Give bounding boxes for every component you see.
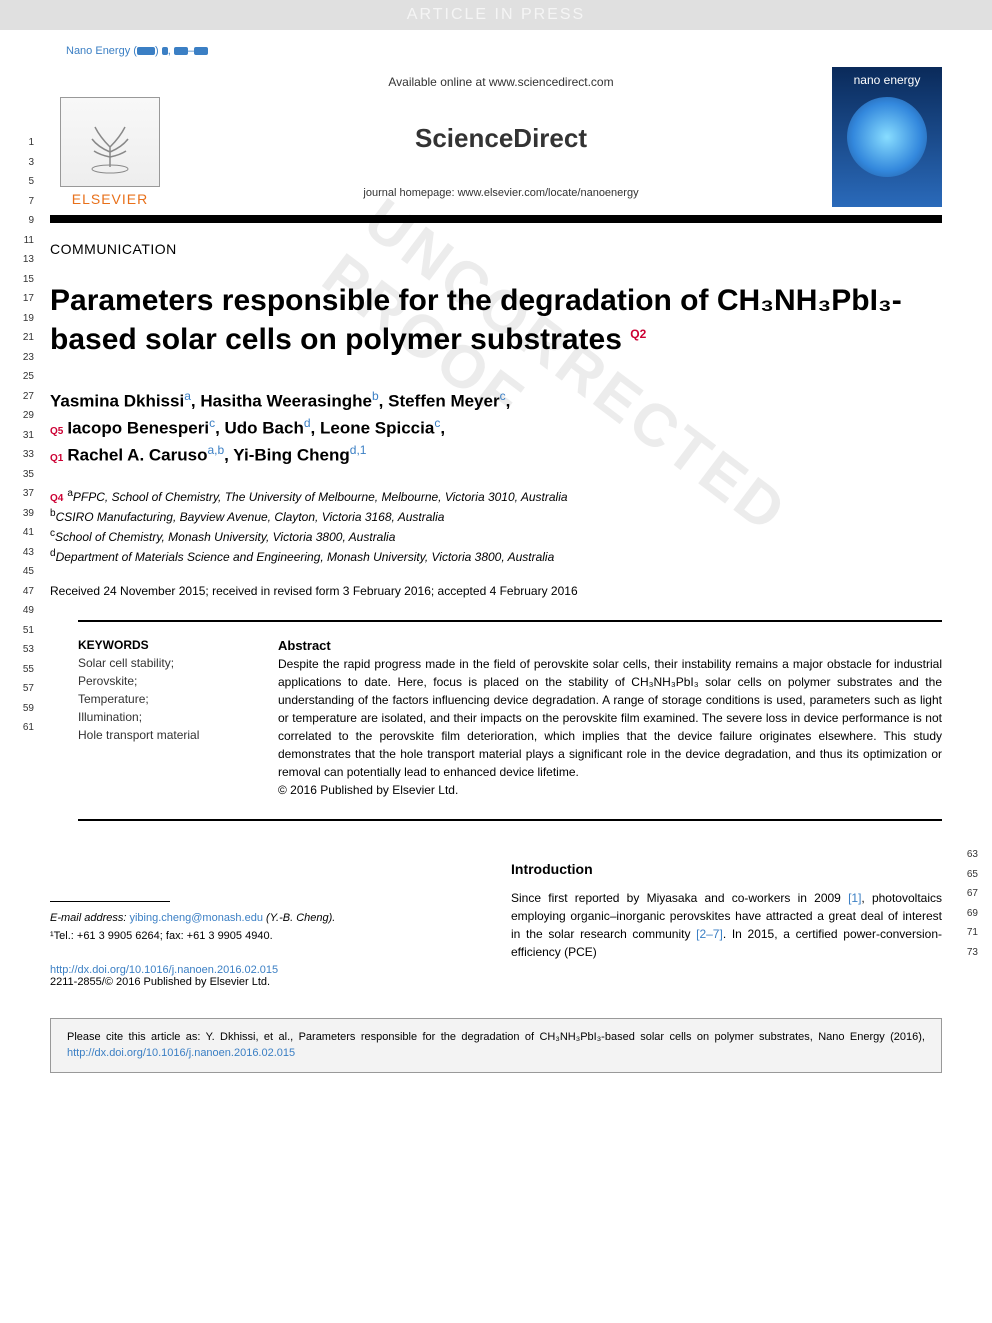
keywords-heading: KEYWORDS [78,638,238,652]
query-marker-q1: Q1 [50,453,63,464]
affil-marker: d [304,416,311,430]
author-name: , Steffen Meyer [379,392,500,411]
line-numbers-right: 636567697173 [958,845,978,962]
journal-homepage-text: journal homepage: www.elsevier.com/locat… [190,187,812,199]
author-name: Yasmina Dkhissi [50,392,184,411]
affil-marker: b [372,389,379,403]
please-cite-box: Please cite this article as: Y. Dkhissi,… [50,1018,942,1073]
affiliation-text: Department of Materials Science and Engi… [56,550,555,564]
article-in-press-banner: ARTICLE IN PRESS [0,0,992,30]
cite-box-text: Please cite this article as: Y. Dkhissi,… [67,1031,925,1043]
header-center: Available online at www.sciencedirect.co… [190,67,812,207]
query-marker-q5: Q5 [50,426,63,437]
corresp-label: E-mail address: [50,912,126,924]
affil-marker: a [184,389,191,403]
author-name: , Udo Bach [215,419,304,438]
running-head: Nano Energy () , – [66,45,942,57]
journal-header: ELSEVIER Available online at www.science… [50,67,942,207]
left-column: E-mail address: yibing.cheng@monash.edu … [50,861,481,987]
query-marker-q4: Q4 [50,493,63,504]
available-online-text: Available online at www.sciencedirect.co… [190,75,812,89]
author-name: Iacopo Benesperi [67,419,209,438]
placeholder-block [174,47,188,55]
running-head-journal: Nano Energy [66,45,130,57]
footnote-rule [50,901,170,902]
authors-block: Yasmina Dkhissia, Hasitha Weerasingheb, … [50,387,942,468]
journal-cover-title: nano energy [854,73,921,87]
author-name: , Leone Spiccia [311,419,435,438]
issn-copyright: 2211-2855/© 2016 Published by Elsevier L… [50,976,270,988]
placeholder-block [137,47,155,55]
elsevier-logo: ELSEVIER [50,67,170,207]
line-numbers-left: 1357911131517192123252729313335373941434… [14,133,34,738]
affiliation-text: PFPC, School of Chemistry, The Universit… [73,490,568,504]
affil-marker: d,1 [350,443,367,457]
intro-fragment: Since first reported by Miyasaka and co-… [511,891,848,905]
abstract-text: Despite the rapid progress made in the f… [278,655,942,799]
title-text: Parameters responsible for the degradati… [50,284,902,356]
body-two-column: E-mail address: yibing.cheng@monash.edu … [50,861,942,987]
journal-cover-thumbnail: nano energy [832,67,942,207]
abstract-heading: Abstract [278,638,942,653]
abstract-body: Despite the rapid progress made in the f… [278,657,942,779]
corresp-tel: ¹Tel.: +61 3 9905 6264; fax: +61 3 9905 … [50,930,273,942]
article-history: Received 24 November 2015; received in r… [50,584,942,598]
affil-marker: a,b [207,443,224,457]
affiliation-text: School of Chemistry, Monash University, … [55,530,395,544]
right-column: Introduction Since first reported by Miy… [511,861,942,987]
abstract-copyright: © 2016 Published by Elsevier Ltd. [278,783,458,797]
sciencedirect-logo: ScienceDirect [190,123,812,154]
author-name: Rachel A. Caruso [67,446,207,465]
introduction-heading: Introduction [511,861,942,877]
abstract-block: KEYWORDS Solar cell stability; Perovskit… [78,620,942,821]
query-marker-q2: Q2 [630,327,646,341]
citation-link[interactable]: [1] [848,891,861,905]
corresp-who: (Y.-B. Cheng). [266,912,335,924]
abstract-column: Abstract Despite the rapid progress made… [278,638,942,799]
cite-box-doi-link[interactable]: http://dx.doi.org/10.1016/j.nanoen.2016.… [67,1047,295,1059]
affiliation-text: CSIRO Manufacturing, Bayview Avenue, Cla… [56,510,445,524]
introduction-text: Since first reported by Miyasaka and co-… [511,889,942,961]
placeholder-block [162,47,168,55]
keywords-column: KEYWORDS Solar cell stability; Perovskit… [78,638,238,799]
header-rule [50,215,942,223]
placeholder-block [194,47,208,55]
doi-block: http://dx.doi.org/10.1016/j.nanoen.2016.… [50,964,481,988]
affil-marker: c [434,416,440,430]
affil-marker: c [500,389,506,403]
journal-cover-graphic [847,97,927,177]
keywords-list: Solar cell stability; Perovskite; Temper… [78,654,238,744]
author-name: , Yi-Bing Cheng [224,446,350,465]
elsevier-wordmark: ELSEVIER [72,191,148,207]
elsevier-tree-icon [60,97,160,187]
doi-link[interactable]: http://dx.doi.org/10.1016/j.nanoen.2016.… [50,964,278,976]
corresp-email-link[interactable]: yibing.cheng@monash.edu [129,912,262,924]
author-name: , Hasitha Weerasinghe [191,392,372,411]
article-title: Parameters responsible for the degradati… [50,281,942,359]
citation-link[interactable]: [2–7] [696,927,723,941]
article-type-label: COMMUNICATION [50,241,942,257]
affiliations-block: Q4aPFPC, School of Chemistry, The Univer… [50,486,942,566]
correspondence-block: E-mail address: yibing.cheng@monash.edu … [50,910,481,945]
